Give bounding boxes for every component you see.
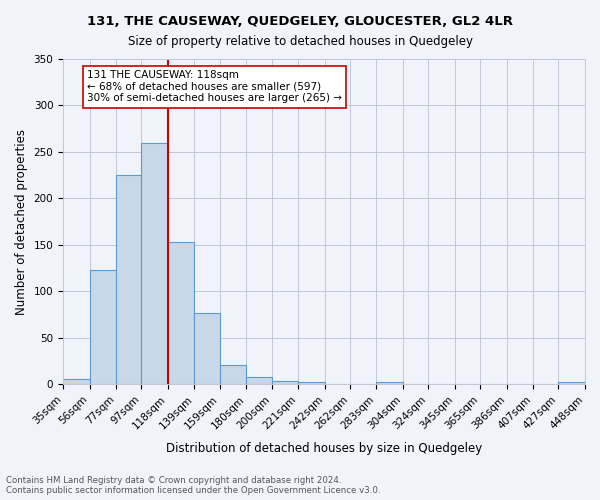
Text: 131 THE CAUSEWAY: 118sqm
← 68% of detached houses are smaller (597)
30% of semi-: 131 THE CAUSEWAY: 118sqm ← 68% of detach… xyxy=(87,70,342,103)
Bar xyxy=(298,382,325,384)
Bar xyxy=(376,382,403,384)
Text: Size of property relative to detached houses in Quedgeley: Size of property relative to detached ho… xyxy=(128,35,473,48)
Bar xyxy=(272,380,298,384)
Bar xyxy=(168,242,194,384)
Bar xyxy=(559,382,585,384)
Bar xyxy=(246,377,272,384)
Bar xyxy=(63,378,89,384)
Text: Contains HM Land Registry data © Crown copyright and database right 2024.
Contai: Contains HM Land Registry data © Crown c… xyxy=(6,476,380,495)
X-axis label: Distribution of detached houses by size in Quedgeley: Distribution of detached houses by size … xyxy=(166,442,482,455)
Bar xyxy=(116,175,142,384)
Y-axis label: Number of detached properties: Number of detached properties xyxy=(15,128,28,314)
Bar xyxy=(142,142,168,384)
Text: 131, THE CAUSEWAY, QUEDGELEY, GLOUCESTER, GL2 4LR: 131, THE CAUSEWAY, QUEDGELEY, GLOUCESTER… xyxy=(87,15,513,28)
Bar xyxy=(220,365,246,384)
Bar xyxy=(194,312,220,384)
Bar xyxy=(89,270,116,384)
